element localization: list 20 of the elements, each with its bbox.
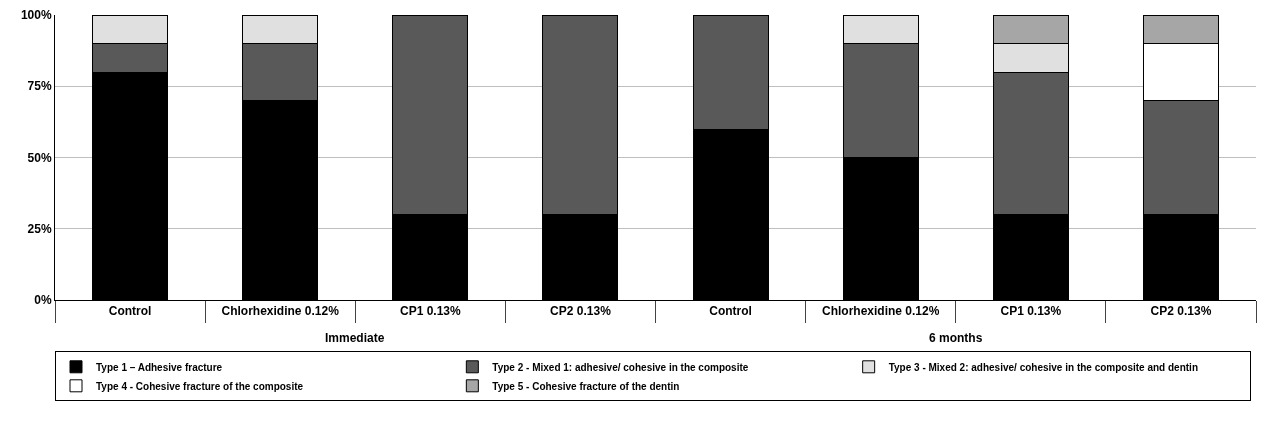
y-tick-label: 0% [34,293,52,308]
x-tick-label: CP1 0.13% [399,304,461,319]
legend-label: Type 5 - Cohesive fracture of the dentin [492,380,680,392]
x-tick-label: Chlorhexidine 0.12% [822,304,940,319]
x-tick-label: Control [108,304,152,319]
y-tick-label: 100% [20,8,52,23]
y-tick-label: 75% [27,79,52,94]
legend-label: Type 1 – Adhesive fracture [96,361,223,373]
legend-label: Type 2 - Mixed 1: adhesive/ cohesive in the composite [492,361,749,373]
x-tick-label: CP1 0.13% [1000,304,1062,319]
y-tick-label: 50% [27,150,52,165]
legend-label: Type 3 - Mixed 2: adhesive/ cohesive in the composite and dentin [888,361,1198,373]
legend-label: Type 4 - Cohesive fracture of the composite [96,380,304,392]
x-tick-label: Control [709,304,752,319]
text: 6 months [929,331,983,345]
x-tick-label: Chlorhexidine 0.12% [221,304,340,319]
x-tick-label: CP2 0.13% [1150,304,1212,319]
text: Immediate [325,331,385,345]
y-tick-label: 25% [27,221,52,236]
x-tick-label: CP2 0.13% [550,304,612,319]
